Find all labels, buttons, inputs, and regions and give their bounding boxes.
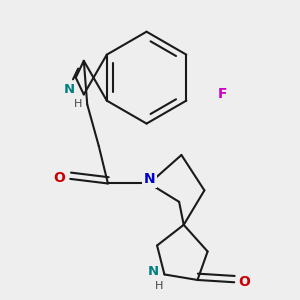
Text: F: F — [218, 87, 228, 101]
Text: N: N — [143, 172, 155, 186]
Text: O: O — [239, 275, 250, 289]
Text: N: N — [63, 83, 74, 96]
Text: H: H — [154, 281, 163, 291]
Text: N: N — [147, 265, 158, 278]
Text: H: H — [74, 99, 82, 109]
Text: O: O — [53, 171, 65, 185]
